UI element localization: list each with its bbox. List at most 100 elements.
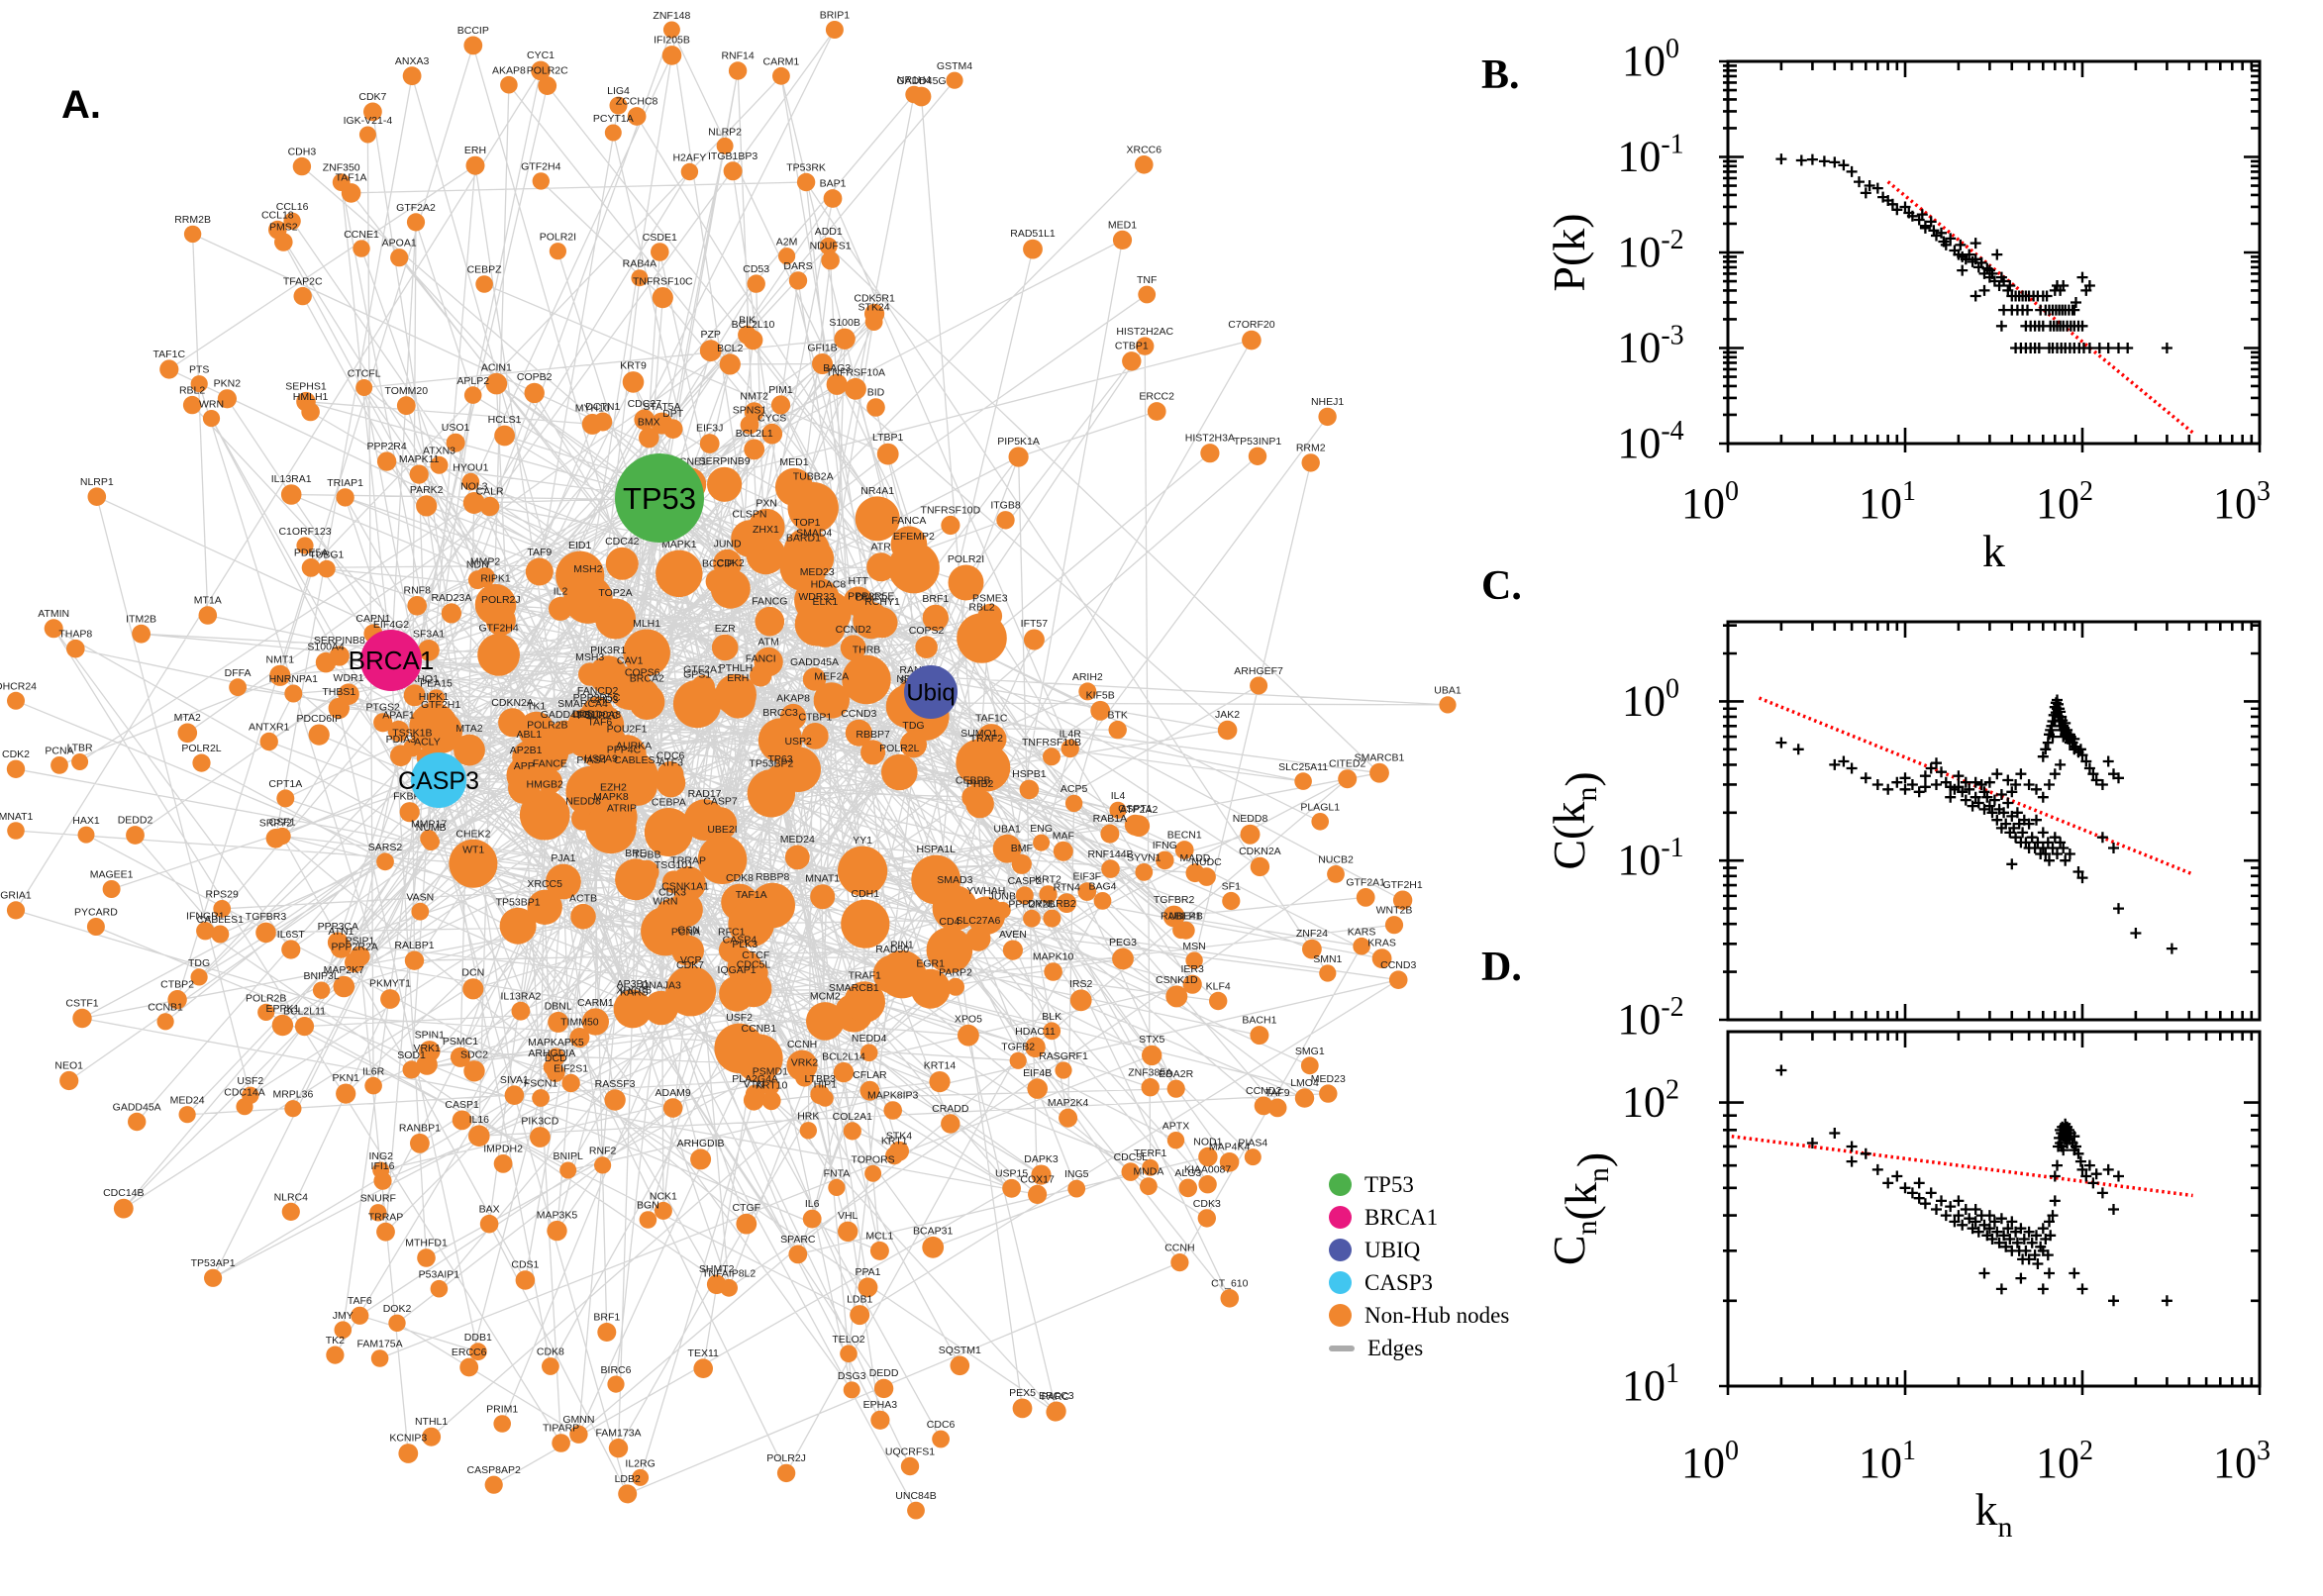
network-node-label: ARHGDIA (528, 1047, 575, 1059)
network-node-label: BCL2L14 (822, 1050, 865, 1062)
network-node-label: MADD (1179, 852, 1210, 864)
network-node (794, 539, 835, 578)
network-node (842, 654, 891, 705)
network-node (613, 989, 653, 1029)
network-node-label: MAPK11 (399, 453, 440, 465)
network-node (376, 1222, 395, 1242)
network-node (1121, 1162, 1141, 1181)
network-node (1388, 970, 1408, 989)
network-node-label: GADD45G (541, 709, 590, 721)
network-node (841, 899, 890, 948)
network-node (604, 1089, 626, 1111)
network-node (430, 455, 449, 474)
network-node-label: HIST2H2AC (1116, 326, 1173, 338)
network-node-label: POLR2I (540, 232, 576, 244)
network-node-label: MCL1 (865, 1231, 893, 1243)
network-node (468, 1343, 487, 1361)
y-tick-label: 10-1 (1617, 130, 1683, 181)
network-node-label: TNFRSF10B (1022, 737, 1081, 748)
network-node (672, 679, 722, 729)
network-node-label: COX17 (1020, 1173, 1055, 1185)
network-node-label: PZP (700, 329, 720, 341)
network-node (816, 1089, 834, 1107)
network-node (873, 1378, 894, 1399)
network-node-label: CTCF (742, 949, 769, 961)
network-node (1267, 1098, 1287, 1118)
network-node (812, 353, 833, 374)
network-node (855, 496, 900, 542)
network-node-label: MNAT1 (0, 811, 34, 823)
network-node-label: MED23 (1311, 1073, 1346, 1085)
network-node (825, 21, 844, 39)
network-node (788, 271, 808, 290)
network-node-label: CDC6 (656, 750, 685, 762)
network-node (7, 691, 25, 710)
network-node-label: HTT (848, 575, 868, 587)
network-node-label: HRK (797, 1111, 819, 1123)
network-node-label: SLC25A11 (1278, 761, 1328, 773)
network-node-label: VRK2 (791, 1056, 819, 1068)
network-node (1078, 682, 1097, 701)
network-node-label: VASN (406, 891, 434, 903)
network-node-label: EDA2R (1159, 1068, 1193, 1080)
scatter-points-B (1775, 153, 2172, 353)
network-node (750, 664, 772, 687)
network-node (204, 1268, 223, 1287)
network-node-label: NUMB (416, 822, 447, 834)
network-node (1135, 863, 1154, 881)
network-node (1023, 909, 1041, 928)
hub-node-brca1 (360, 630, 422, 691)
network-node (631, 269, 649, 287)
network-node-label: SYVN1 (1127, 852, 1162, 864)
network-node-label: IL13RA2 (500, 990, 541, 1002)
x-tick-label: 102 (2036, 476, 2093, 528)
network-node (542, 1357, 559, 1375)
network-node (1353, 937, 1370, 955)
network-node-label: IGK-V21-4 (344, 115, 393, 127)
network-node-label: PDCD6IP (296, 713, 342, 725)
network-node (570, 903, 596, 930)
network-node-label: ARHGEF7 (1234, 665, 1283, 677)
network-node-label: MTA2 (455, 723, 482, 735)
network-node (398, 1444, 419, 1463)
network-node-label: TOP2A (598, 587, 632, 599)
network-node (1294, 1088, 1315, 1108)
network-node-label: BMF (1011, 843, 1033, 854)
network-node (178, 1106, 196, 1124)
network-node-label: DHCR24 (0, 680, 37, 692)
network-node-label: EGR1 (916, 957, 945, 969)
network-node (283, 212, 301, 230)
network-node (229, 678, 248, 697)
y-tick-label: 100 (1622, 673, 1679, 725)
network-node (1064, 794, 1083, 813)
network-node (402, 1060, 421, 1079)
network-node (932, 1430, 950, 1448)
legend-edges-swatch (1329, 1345, 1355, 1351)
network-node (1101, 859, 1120, 878)
network-node (915, 636, 938, 658)
network-node (59, 1070, 79, 1091)
network-node-label: BRE (625, 848, 647, 859)
network-node (1219, 1152, 1240, 1172)
network-node-label: CEBPA (652, 797, 686, 809)
network-node-label: GSN (677, 924, 700, 936)
network-node-label: PPP4C (607, 745, 642, 756)
network-node-label: POLR2I (948, 553, 984, 565)
network-node (132, 624, 152, 644)
network-node (881, 753, 918, 791)
network-node-label: MED1 (779, 456, 808, 468)
network-node-label: UBA1 (993, 823, 1021, 835)
network-node-label: TOPORS (852, 1153, 895, 1165)
network-node (462, 978, 484, 1000)
network-node-label: NR1H4 (897, 74, 932, 86)
network-node (608, 1439, 629, 1458)
network-node (813, 682, 850, 719)
network-node-label: JMY (333, 1310, 354, 1322)
network-node (569, 1028, 590, 1047)
network-node-label: TFAP2C (283, 275, 323, 287)
network-node (390, 745, 412, 766)
network-node-label: KIF5B (1086, 689, 1115, 701)
network-node (644, 808, 693, 856)
network-node (1250, 856, 1270, 877)
network-node (71, 753, 89, 770)
